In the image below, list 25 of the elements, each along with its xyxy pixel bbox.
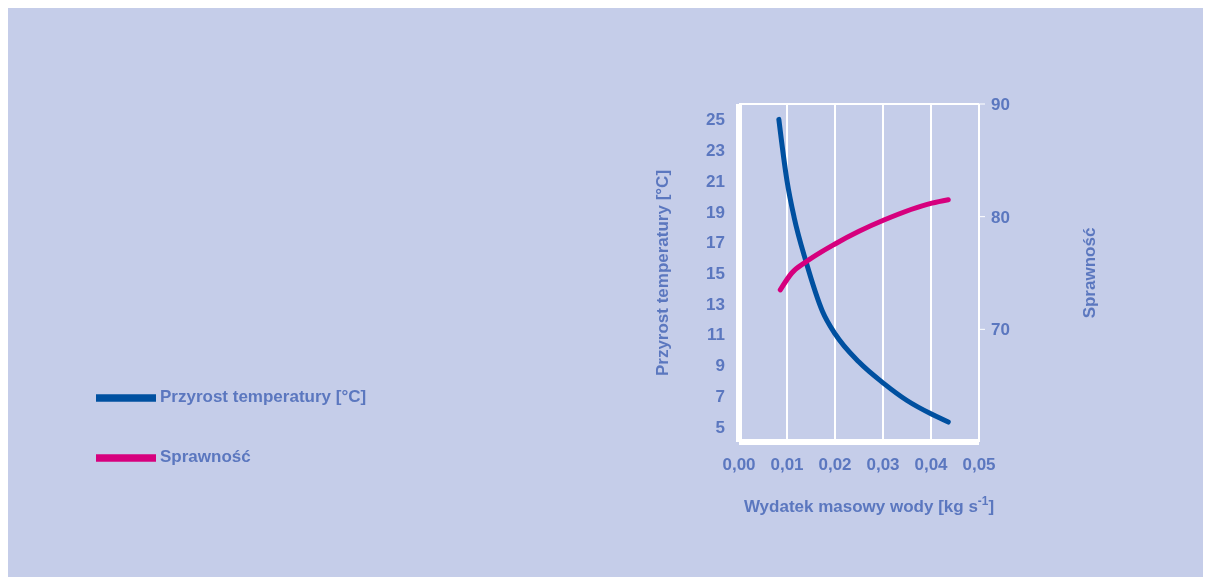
y-tick-label: 17 — [706, 233, 725, 253]
x-tick-label: 0,05 — [962, 455, 996, 475]
y-tick-label: 21 — [706, 171, 725, 191]
legend-label: Sprawność — [160, 447, 251, 467]
x-tick-label: 0,01 — [770, 455, 804, 475]
legend-label: Przyrost temperatury [°C] — [160, 387, 367, 407]
y2-tick-label: 80 — [991, 207, 1010, 227]
x-tick-label: 0,02 — [818, 455, 852, 475]
y-tick-label: 23 — [706, 141, 725, 161]
y-tick-label: 11 — [707, 325, 725, 345]
y-tick-label: 9 — [715, 356, 725, 376]
x-tick-label: 0,00 — [722, 455, 756, 475]
y2-axis-title: Sprawność — [1080, 227, 1100, 319]
y-tick-label: 7 — [715, 386, 725, 406]
y-tick-label: 25 — [706, 110, 725, 130]
y-axis-title: Przyrost temperatury [°C] — [653, 169, 673, 377]
x-tick-label: 0,04 — [914, 455, 949, 475]
x-tick-label: 0,03 — [866, 455, 900, 475]
y-tick-label: 19 — [706, 202, 725, 222]
y-tick-label: 13 — [706, 294, 725, 314]
y-tick-label: 5 — [715, 417, 725, 437]
y-tick-label: 15 — [706, 264, 725, 284]
y2-tick-label: 90 — [991, 95, 1010, 115]
y2-tick-label: 70 — [991, 320, 1010, 340]
x-axis-title: Wydatek masowy wody [kg s$^{-1}$] — [743, 494, 995, 516]
